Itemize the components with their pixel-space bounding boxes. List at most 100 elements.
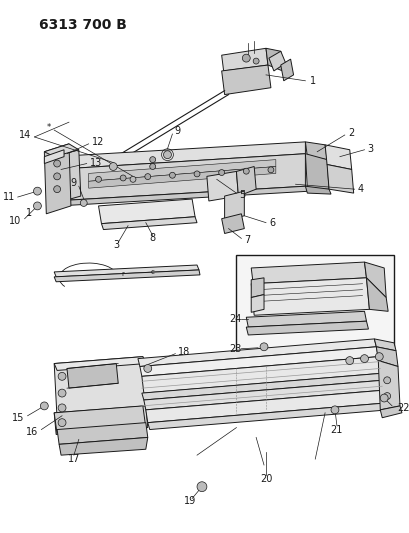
- Circle shape: [109, 163, 117, 171]
- Circle shape: [34, 187, 41, 195]
- Circle shape: [267, 167, 273, 173]
- Circle shape: [383, 377, 390, 384]
- Polygon shape: [101, 217, 197, 230]
- Text: 8: 8: [149, 233, 155, 244]
- Polygon shape: [305, 154, 328, 189]
- Text: 9: 9: [70, 178, 76, 188]
- Polygon shape: [88, 159, 275, 181]
- Text: 22: 22: [396, 403, 409, 413]
- Text: 15: 15: [12, 413, 25, 423]
- Text: 24: 24: [229, 314, 241, 324]
- Circle shape: [193, 171, 200, 177]
- Text: 1: 1: [26, 208, 32, 218]
- Circle shape: [54, 173, 61, 180]
- Polygon shape: [236, 166, 256, 196]
- Polygon shape: [54, 406, 146, 434]
- Text: 23: 23: [229, 344, 241, 354]
- Text: 16: 16: [26, 426, 38, 437]
- Text: 12: 12: [91, 137, 104, 147]
- Polygon shape: [146, 390, 385, 423]
- Polygon shape: [142, 374, 381, 400]
- Polygon shape: [144, 380, 383, 410]
- Circle shape: [120, 175, 126, 181]
- Text: 9: 9: [174, 126, 180, 136]
- Polygon shape: [246, 321, 368, 335]
- Polygon shape: [54, 357, 146, 419]
- Text: *: *: [47, 123, 51, 132]
- Text: 1: 1: [310, 76, 316, 86]
- Polygon shape: [251, 278, 369, 315]
- Circle shape: [379, 394, 387, 402]
- Polygon shape: [44, 150, 64, 164]
- Polygon shape: [221, 65, 270, 94]
- Circle shape: [259, 343, 267, 351]
- Polygon shape: [305, 142, 326, 159]
- Circle shape: [149, 157, 155, 163]
- Text: 20: 20: [259, 474, 272, 484]
- Polygon shape: [280, 59, 293, 81]
- Polygon shape: [57, 423, 147, 445]
- Polygon shape: [54, 270, 200, 282]
- Polygon shape: [137, 339, 375, 367]
- Polygon shape: [246, 311, 366, 327]
- Circle shape: [144, 365, 151, 373]
- Polygon shape: [221, 214, 244, 233]
- Polygon shape: [305, 186, 330, 194]
- Polygon shape: [326, 165, 353, 193]
- Circle shape: [144, 174, 151, 180]
- Circle shape: [218, 169, 224, 175]
- Polygon shape: [54, 357, 146, 370]
- Text: 6313 700 B: 6313 700 B: [39, 18, 127, 32]
- Polygon shape: [268, 51, 285, 71]
- Text: 10: 10: [9, 216, 22, 225]
- Circle shape: [330, 406, 338, 414]
- Polygon shape: [265, 49, 282, 71]
- Circle shape: [34, 202, 41, 210]
- Circle shape: [80, 199, 87, 206]
- Polygon shape: [54, 265, 198, 277]
- Circle shape: [58, 404, 66, 412]
- Polygon shape: [147, 403, 387, 430]
- Polygon shape: [366, 278, 387, 311]
- Text: 21: 21: [330, 425, 342, 434]
- Polygon shape: [139, 347, 378, 376]
- Polygon shape: [251, 295, 263, 312]
- Polygon shape: [54, 186, 310, 206]
- Text: 3: 3: [113, 240, 119, 251]
- Text: 11: 11: [2, 192, 15, 202]
- Polygon shape: [251, 262, 366, 284]
- Polygon shape: [379, 406, 401, 418]
- Polygon shape: [375, 347, 397, 367]
- Text: 2: 2: [347, 128, 353, 138]
- Polygon shape: [59, 438, 147, 455]
- Polygon shape: [54, 406, 147, 434]
- Text: 6: 6: [268, 217, 274, 228]
- Circle shape: [243, 168, 249, 174]
- Text: 7: 7: [244, 236, 250, 245]
- Circle shape: [345, 357, 353, 365]
- Polygon shape: [378, 361, 399, 410]
- Circle shape: [54, 185, 61, 192]
- Circle shape: [54, 160, 61, 167]
- Circle shape: [130, 176, 136, 182]
- Polygon shape: [224, 191, 244, 221]
- Polygon shape: [251, 278, 263, 297]
- Polygon shape: [221, 49, 267, 71]
- Polygon shape: [324, 145, 351, 169]
- Circle shape: [58, 419, 66, 426]
- Polygon shape: [67, 364, 118, 388]
- Polygon shape: [373, 339, 395, 351]
- Polygon shape: [88, 166, 275, 188]
- Circle shape: [169, 172, 175, 178]
- Circle shape: [149, 164, 155, 169]
- Text: r: r: [121, 271, 124, 277]
- Text: 5: 5: [239, 190, 245, 200]
- Polygon shape: [54, 150, 81, 203]
- Circle shape: [163, 151, 171, 159]
- Polygon shape: [364, 262, 385, 297]
- Bar: [236, 255, 393, 359]
- Text: 19: 19: [184, 496, 196, 506]
- Text: 14: 14: [19, 130, 31, 140]
- Polygon shape: [98, 199, 195, 224]
- Polygon shape: [142, 357, 379, 393]
